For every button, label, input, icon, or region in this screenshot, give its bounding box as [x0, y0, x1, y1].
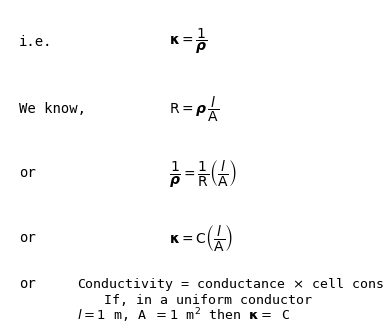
- Text: We know,: We know,: [19, 102, 86, 116]
- Text: $\mathit{l} = 1$ m, A $= 1$ m$^{2}$ then $\mathbf{\kappa} = $ C: $\mathit{l} = 1$ m, A $= 1$ m$^{2}$ then…: [77, 306, 291, 321]
- Text: $\dfrac{1}{\boldsymbol{\rho}} = \dfrac{1}{\mathrm{R}}\left(\dfrac{\mathit{l}}{\m: $\dfrac{1}{\boldsymbol{\rho}} = \dfrac{1…: [169, 158, 237, 189]
- Text: Conductivity = conductance $\times$ cell constant: Conductivity = conductance $\times$ cell…: [77, 276, 384, 292]
- Text: or: or: [19, 277, 36, 291]
- Text: i.e.: i.e.: [19, 35, 53, 49]
- Text: or: or: [19, 230, 36, 245]
- Text: $\mathbf{\kappa} = \mathrm{C}\left(\dfrac{\mathit{l}}{\mathrm{A}}\right)$: $\mathbf{\kappa} = \mathrm{C}\left(\dfra…: [169, 222, 233, 253]
- Text: If, in a uniform conductor: If, in a uniform conductor: [104, 294, 312, 307]
- Text: $\mathrm{R} = \boldsymbol{\rho}\,\dfrac{\mathit{l}}{\mathrm{A}}$: $\mathrm{R} = \boldsymbol{\rho}\,\dfrac{…: [169, 94, 219, 124]
- Text: $\mathbf{\kappa} = \dfrac{1}{\boldsymbol{\rho}}$: $\mathbf{\kappa} = \dfrac{1}{\boldsymbol…: [169, 27, 208, 56]
- Text: or: or: [19, 166, 36, 180]
